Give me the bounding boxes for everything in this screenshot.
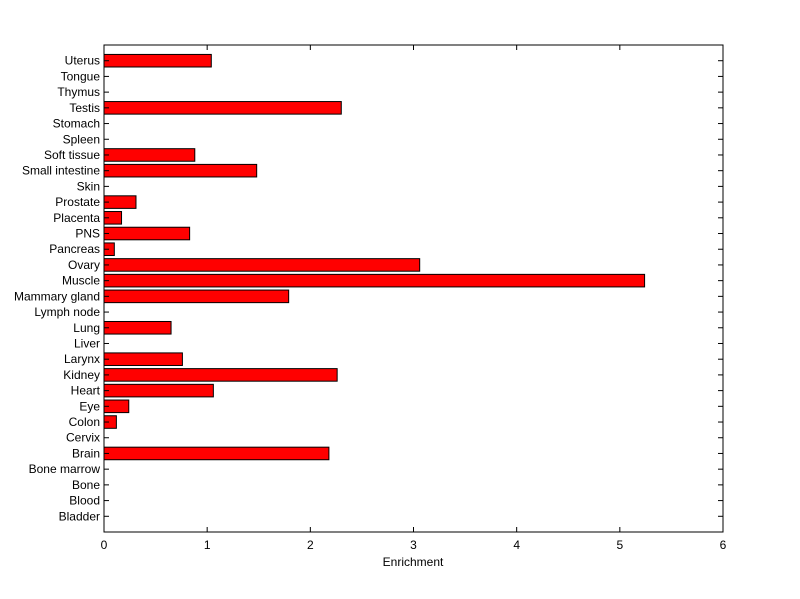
y-tick-label: Spleen [63, 132, 100, 146]
bar [103, 148, 196, 162]
y-tick-label: Bone [72, 478, 100, 492]
x-tick-label: 2 [307, 538, 314, 552]
y-tick-label: Testis [69, 101, 100, 115]
bar [103, 383, 214, 398]
bar [103, 368, 338, 382]
y-tick-label: Heart [71, 384, 101, 398]
y-tick-label: Cervix [66, 431, 100, 445]
bar [103, 352, 183, 366]
y-tick-label: Soft tissue [44, 148, 100, 162]
bar [103, 226, 191, 241]
x-axis-label: Enrichment [383, 555, 444, 569]
bar [103, 273, 646, 288]
y-tick-label: Tongue [61, 69, 101, 83]
y-tick-label: Larynx [64, 352, 100, 366]
y-tick-label: Brain [72, 446, 100, 460]
y-tick-label: Prostate [55, 195, 100, 209]
y-tick-label: Lymph node [34, 305, 100, 319]
bar [103, 163, 258, 178]
bar [103, 101, 342, 115]
y-tick-label: Ovary [68, 258, 100, 272]
y-tick-label: Blood [69, 494, 100, 508]
y-tick-label: Skin [77, 179, 100, 193]
bar [103, 53, 212, 68]
y-tick-label: Mammary gland [14, 289, 100, 303]
x-tick-label: 3 [410, 538, 417, 552]
y-tick-label: Placenta [53, 211, 100, 225]
bar [103, 289, 290, 304]
x-tick-label: 6 [720, 538, 727, 552]
y-tick-label: Liver [74, 336, 100, 350]
y-tick-label: Colon [69, 415, 100, 429]
x-tick-label: 0 [101, 538, 108, 552]
y-tick-label: PNS [75, 227, 100, 241]
x-tick-label: 4 [513, 538, 520, 552]
y-tick-label: Bladder [59, 509, 100, 523]
y-tick-label: Stomach [53, 117, 100, 131]
x-tick-label: 5 [616, 538, 623, 552]
y-tick-label: Thymus [57, 85, 100, 99]
bar [103, 258, 421, 272]
bar [103, 446, 330, 461]
y-tick-label: Kidney [63, 368, 100, 382]
y-tick-label: Small intestine [22, 164, 100, 178]
y-tick-label: Bone marrow [29, 462, 101, 476]
y-tick-label: Lung [73, 321, 100, 335]
y-tick-label: Eye [79, 399, 100, 413]
y-tick-label: Pancreas [49, 242, 100, 256]
bar [103, 320, 172, 335]
y-tick-label: Muscle [62, 274, 100, 288]
y-tick-label: Uterus [65, 54, 100, 68]
x-tick-label: 1 [204, 538, 211, 552]
